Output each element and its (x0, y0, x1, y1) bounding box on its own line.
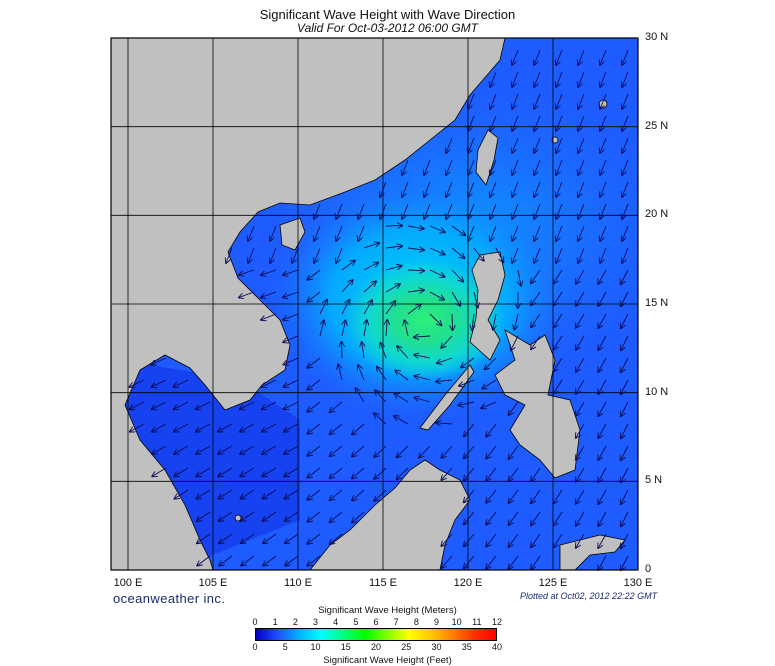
legend-meter-tick: 11 (467, 617, 487, 627)
legend-meter-tick: 9 (427, 617, 447, 627)
longitude-label: 105 E (193, 577, 233, 589)
legend-feet-tick: 10 (306, 642, 326, 652)
legend-feet-tick: 0 (245, 642, 265, 652)
legend-feet-tick: 15 (336, 642, 356, 652)
plotted-time: Plotted at Oct02, 2012 22:22 GMT (520, 591, 657, 601)
oceanweather-logo: oceanweather inc. (113, 591, 225, 606)
legend-title-meters: Significant Wave Height (Meters) (0, 605, 775, 616)
latitude-label: 20 N (645, 208, 685, 220)
latitude-label: 0 (645, 563, 685, 575)
legend-meter-tick: 6 (366, 617, 386, 627)
legend-meter-tick: 5 (346, 617, 366, 627)
legend-meter-tick: 3 (306, 617, 326, 627)
legend-meter-tick: 1 (265, 617, 285, 627)
legend-meter-tick: 0 (245, 617, 265, 627)
longitude-label: 100 E (108, 577, 148, 589)
longitude-label: 130 E (618, 577, 658, 589)
longitude-label: 125 E (533, 577, 573, 589)
wave-direction-arrow (452, 314, 453, 330)
color-scale-bar (255, 628, 497, 641)
legend-feet-tick: 25 (396, 642, 416, 652)
longitude-label: 115 E (363, 577, 403, 589)
legend-meter-tick: 2 (285, 617, 305, 627)
legend-meter-tick: 7 (386, 617, 406, 627)
longitude-label: 110 E (278, 577, 318, 589)
legend-feet-tick: 40 (487, 642, 507, 652)
legend-meter-tick: 4 (326, 617, 346, 627)
legend-meter-tick: 12 (487, 617, 507, 627)
legend-meter-tick: 8 (406, 617, 426, 627)
latitude-label: 10 N (645, 386, 685, 398)
legend-feet-tick: 20 (366, 642, 386, 652)
latitude-label: 5 N (645, 474, 685, 486)
latitude-label: 15 N (645, 297, 685, 309)
legend-feet-tick: 30 (427, 642, 447, 652)
legend-title-feet: Significant Wave Height (Feet) (0, 655, 775, 666)
latitude-label: 30 N (645, 31, 685, 43)
legend-meter-tick: 10 (447, 617, 467, 627)
latitude-label: 25 N (645, 120, 685, 132)
legend-feet-tick: 35 (457, 642, 477, 652)
land-island (235, 515, 241, 521)
legend-feet-tick: 5 (275, 642, 295, 652)
longitude-label: 120 E (448, 577, 488, 589)
